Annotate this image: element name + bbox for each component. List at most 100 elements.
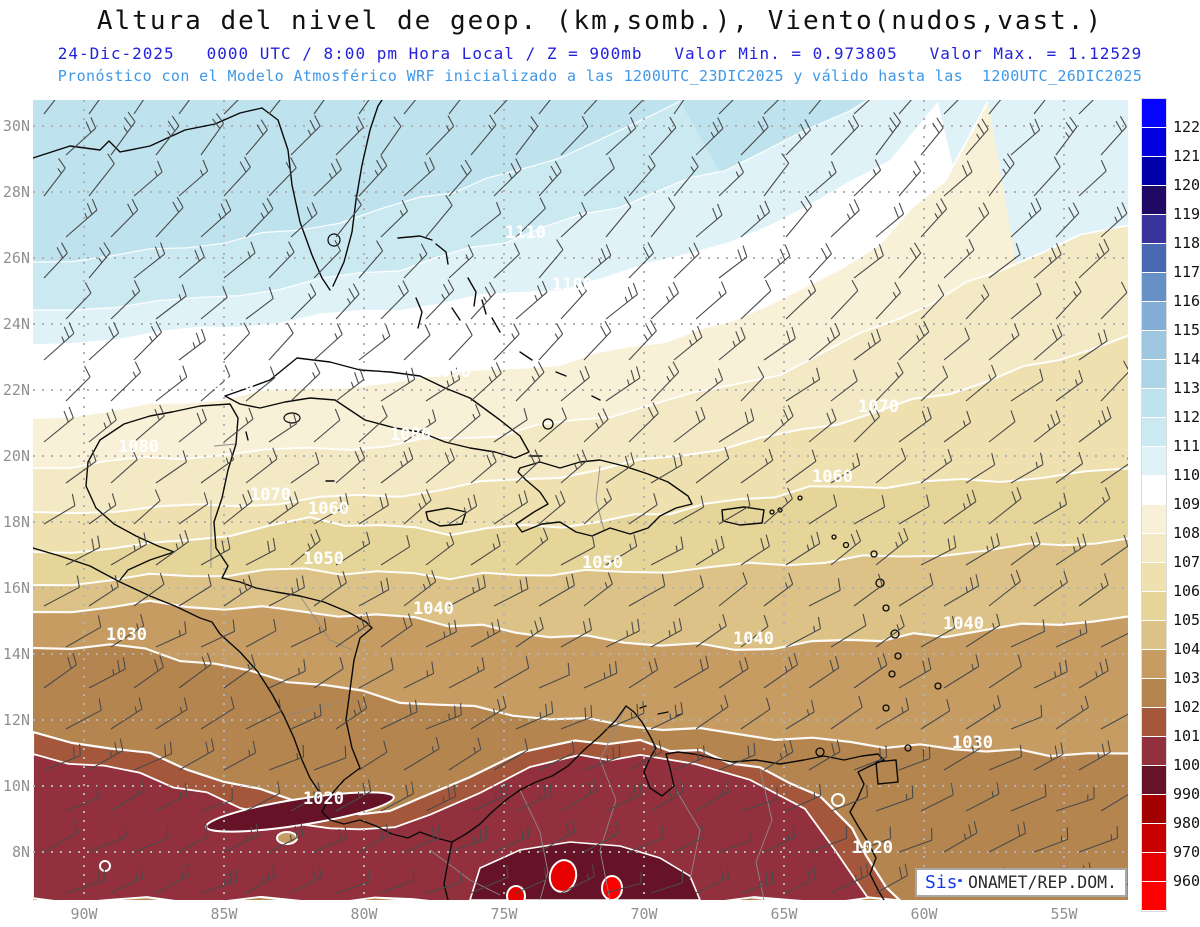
contour-label-1060: 1060 (308, 499, 349, 519)
lon-label-90W: 90W (70, 905, 98, 923)
lat-label-14N: 14N (2, 645, 30, 663)
colorbar-value-1020: 1020 (1173, 698, 1200, 716)
colorbar-segment (1142, 302, 1166, 331)
lat-label-26N: 26N (2, 249, 30, 267)
contour-label-1080: 1080 (118, 437, 159, 457)
colorbar-segment (1142, 592, 1166, 621)
colorbar-value-1100: 1100 (1173, 466, 1200, 484)
lat-label-22N: 22N (2, 381, 30, 399)
lon-label-85W: 85W (210, 905, 238, 923)
colorbar-segment (1142, 853, 1166, 882)
colorbar-legend (1141, 98, 1167, 912)
colorbar-segment (1142, 737, 1166, 766)
colorbar-segment (1142, 708, 1166, 737)
colorbar-value-1050: 1050 (1173, 611, 1200, 629)
contour-label-1030: 1030 (952, 733, 993, 753)
contour-label-1070: 1070 (858, 397, 899, 417)
lon-label-75W: 75W (490, 905, 518, 923)
onamet-label: ONAMET/REP.DOM. (967, 873, 1117, 892)
model-run-subtitle: Pronóstico con el Modelo Atmosférico WRF… (57, 67, 1143, 85)
colorbar-segment (1142, 157, 1166, 186)
colorbar-segment (1142, 360, 1166, 389)
contour-label-1090: 1090 (213, 375, 254, 395)
colorbar-segment (1142, 476, 1166, 505)
contour-label-1040: 1040 (943, 614, 984, 634)
colorbar-value-970: 970 (1173, 843, 1200, 861)
contour-label-1070: 1070 (250, 485, 291, 505)
colorbar-value-1150: 1150 (1173, 321, 1200, 339)
contour-label-1060: 1060 (812, 467, 853, 487)
colorbar-value-1140: 1140 (1173, 350, 1200, 368)
colorbar-segment (1142, 563, 1166, 592)
colorbar-value-1220: 1220 (1173, 118, 1200, 136)
colorbar-value-960: 960 (1173, 872, 1200, 890)
datetime-subtitle: 24-Dic-2025 0000 UTC / 8:00 pm Hora Loca… (57, 44, 1143, 63)
colorbar-value-1110: 1110 (1173, 437, 1200, 455)
lat-label-30N: 30N (2, 117, 30, 135)
lat-label-12N: 12N (2, 711, 30, 729)
colorbar-value-1130: 1130 (1173, 379, 1200, 397)
colorbar-segment (1142, 766, 1166, 795)
colorbar-value-1170: 1170 (1173, 263, 1200, 281)
contour-label-1030: 1030 (106, 625, 147, 645)
lat-label-8N: 8N (11, 843, 30, 861)
contour-label-1050: 1050 (582, 553, 623, 573)
lat-label-28N: 28N (2, 183, 30, 201)
colorbar-value-1190: 1190 (1173, 205, 1200, 223)
lat-label-20N: 20N (2, 447, 30, 465)
lat-label-18N: 18N (2, 513, 30, 531)
colorbar-segment (1142, 534, 1166, 563)
colorbar-segment (1142, 244, 1166, 273)
lat-label-10N: 10N (2, 777, 30, 795)
colorbar-segment (1142, 128, 1166, 157)
contour-label-1080: 1080 (390, 425, 431, 445)
lat-label-24N: 24N (2, 315, 30, 333)
colorbar-value-1160: 1160 (1173, 292, 1200, 310)
contour-label-1090: 1090 (430, 362, 471, 382)
sis-logo-squiggle-icon (957, 878, 963, 883)
colorbar-segment (1142, 679, 1166, 708)
colorbar-segment (1142, 650, 1166, 679)
colorbar-value-1070: 1070 (1173, 553, 1200, 571)
colorbar-segment (1142, 505, 1166, 534)
lon-label-70W: 70W (630, 905, 658, 923)
contour-label-1110: 1110 (505, 223, 546, 243)
colorbar-segment (1142, 824, 1166, 853)
colorbar-segment (1142, 215, 1166, 244)
colorbar-segment (1142, 621, 1166, 650)
colorbar-value-980: 980 (1173, 814, 1200, 832)
colorbar-value-1060: 1060 (1173, 582, 1200, 600)
colorbar-value-1210: 1210 (1173, 147, 1200, 165)
colorbar-segment (1142, 389, 1166, 418)
contour-label-1040: 1040 (413, 599, 454, 619)
lon-label-65W: 65W (770, 905, 798, 923)
colorbar-value-990: 990 (1173, 785, 1200, 803)
colorbar-value-1180: 1180 (1173, 234, 1200, 252)
colorbar-value-1000: 1000 (1173, 756, 1200, 774)
colorbar-value-1030: 1030 (1173, 669, 1200, 687)
colorbar-value-1200: 1200 (1173, 176, 1200, 194)
colorbar-segment (1142, 882, 1166, 911)
lon-label-55W: 55W (1050, 905, 1078, 923)
lon-label-60W: 60W (910, 905, 938, 923)
branding-box: Sis ONAMET/REP.DOM. (915, 868, 1127, 897)
contour-label-1040: 1040 (733, 629, 774, 649)
colorbar-segment (1142, 186, 1166, 215)
lon-label-80W: 80W (350, 905, 378, 923)
contour-label-1020: 1020 (303, 789, 344, 809)
contour-label-1100: 1100 (552, 275, 593, 295)
colorbar-value-1090: 1090 (1173, 495, 1200, 513)
colorbar-segment (1142, 331, 1166, 360)
colorbar-segment (1142, 418, 1166, 447)
colorbar-value-1080: 1080 (1173, 524, 1200, 542)
contour-label-1050: 1050 (303, 549, 344, 569)
contour-label-1020: 1020 (852, 838, 893, 858)
sis-logo-text: Sis (925, 872, 958, 893)
page-title: Altura del nivel de geop. (km,somb.), Vi… (96, 6, 1104, 36)
colorbar-segment (1142, 99, 1166, 128)
colorbar-segment (1142, 447, 1166, 476)
